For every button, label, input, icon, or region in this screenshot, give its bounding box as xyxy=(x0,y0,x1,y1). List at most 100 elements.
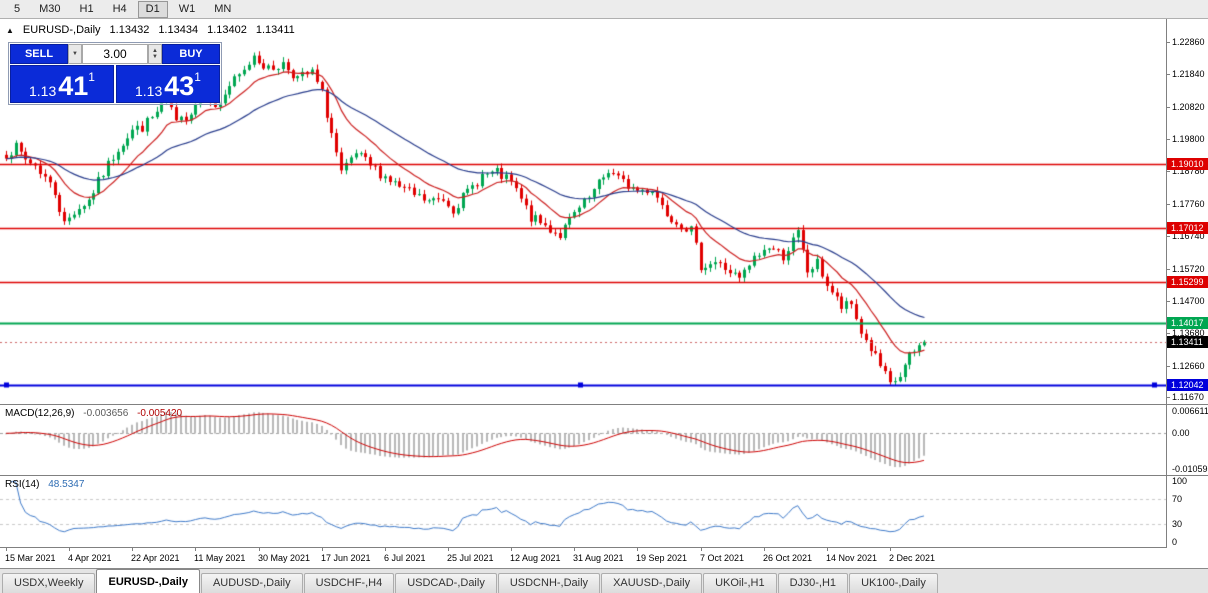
date-axis-tick xyxy=(827,548,828,551)
date-axis-label: 15 Mar 2021 xyxy=(5,553,56,563)
price-axis-tick xyxy=(1167,236,1170,237)
tab-xauusd-daily[interactable]: XAUUSD-,Daily xyxy=(601,573,703,593)
buy-price-button[interactable]: 1.13 43 1 xyxy=(116,65,220,103)
date-axis-tick xyxy=(637,548,638,551)
date-axis-tick xyxy=(195,548,196,551)
date-axis-tick xyxy=(511,548,512,551)
tab-audusd-daily[interactable]: AUDUSD-,Daily xyxy=(200,573,303,593)
timeframe-button-w1[interactable]: W1 xyxy=(178,2,196,15)
tab-usdcnh-daily[interactable]: USDCNH-,Daily xyxy=(497,573,601,593)
macd-label: MACD(12,26,9) xyxy=(5,408,75,419)
price-axis-tick xyxy=(1167,301,1170,302)
tab-usdchf-h4[interactable]: USDCHF-,H4 xyxy=(303,573,395,593)
date-axis-label: 14 Nov 2021 xyxy=(826,553,878,563)
price-axis-separator-1 xyxy=(1167,475,1208,476)
separator-rsi-dates xyxy=(0,547,1208,548)
macd-panel-canvas[interactable] xyxy=(0,405,1166,475)
price-axis-label: 1.18780 xyxy=(1172,166,1205,176)
tab-ukoil-h1[interactable]: UKOil-,H1 xyxy=(703,573,777,593)
rsi-axis-label: 0 xyxy=(1172,537,1178,547)
volume-input[interactable]: 3.00 xyxy=(82,44,148,64)
price-axis-tick xyxy=(1167,139,1170,140)
chart-tab-bar: USDX,Weekly EURUSD-,Daily AUDUSD-,Daily USD… xyxy=(0,568,1208,593)
one-click-trading-panel: SELL ▼ 3.00 ▲ ▼ BUY 1.13 41 1 1.13 43 1 xyxy=(8,42,222,105)
sell-price-sup: 1 xyxy=(88,70,95,84)
price-level-tag-1.19010: 1.19010 xyxy=(1167,158,1208,170)
price-axis[interactable]: 1.22860 1.21840 1.20820 1.19800 1.18780 1.177… xyxy=(1166,19,1208,548)
rsi-value: 48.5347 xyxy=(48,479,85,490)
date-axis-tick xyxy=(132,548,133,551)
date-axis-tick xyxy=(322,548,323,551)
ohlc-high: 1.13434 xyxy=(158,24,199,36)
date-axis-tick xyxy=(385,548,386,551)
chart-symbol-header: ▲ EURUSD-,Daily 1.13432 1.13434 1.13402 … xyxy=(6,24,295,36)
price-axis-tick xyxy=(1167,74,1170,75)
price-axis-label: 1.12660 xyxy=(1172,361,1205,371)
ohlc-open: 1.13432 xyxy=(109,24,150,36)
price-axis-label: 1.13680 xyxy=(1172,328,1205,338)
rsi-label: RSI(14) xyxy=(5,479,40,490)
date-axis-label: 2 Dec 2021 xyxy=(889,553,936,563)
price-axis-label: 1.19800 xyxy=(1172,134,1205,144)
symbol-arrow-icon: ▲ xyxy=(6,25,14,35)
volume-stepper[interactable]: ▲ ▼ xyxy=(148,44,162,64)
timeframe-button-d1[interactable]: D1 xyxy=(137,0,168,18)
volume-dropdown[interactable]: ▼ xyxy=(68,44,82,64)
date-axis-label: 4 Apr 2021 xyxy=(68,553,112,563)
price-axis-label: 1.21840 xyxy=(1172,69,1205,79)
sell-price-big: 41 xyxy=(58,71,89,101)
date-axis-label: 6 Jul 2021 xyxy=(384,553,426,563)
trade-price-row: 1.13 41 1 1.13 43 1 xyxy=(10,65,220,103)
macd-axis-label: 0.00 xyxy=(1172,428,1190,438)
separator-chart-macd[interactable] xyxy=(0,404,1208,405)
date-axis-label: 22 Apr 2021 xyxy=(131,553,180,563)
buy-price-sup: 1 xyxy=(194,70,201,84)
date-axis[interactable]: 15 Mar 2021 4 Apr 2021 22 Apr 2021 11 May 2… xyxy=(0,548,1166,568)
date-axis-label: 11 May 2021 xyxy=(194,553,246,563)
tab-dj30-h1[interactable]: DJ30-,H1 xyxy=(777,573,849,593)
tab-uk100-daily[interactable]: UK100-,Daily xyxy=(849,573,938,593)
date-axis-tick xyxy=(259,548,260,551)
buy-price-big: 43 xyxy=(164,71,195,101)
price-axis-tick xyxy=(1167,397,1170,398)
ohlc-low: 1.13402 xyxy=(207,24,247,36)
timeframe-button-m30[interactable]: M30 xyxy=(39,2,61,15)
date-axis-tick xyxy=(701,548,702,551)
price-axis-tick xyxy=(1167,204,1170,205)
tab-usdx-weekly[interactable]: USDX,Weekly xyxy=(2,573,96,593)
timeframe-button-h1[interactable]: H1 xyxy=(79,2,94,15)
macd-value-main: -0.003656 xyxy=(83,408,129,419)
rsi-axis-label: 100 xyxy=(1172,476,1188,486)
price-axis-label: 1.14700 xyxy=(1172,296,1205,306)
timeframe-button-h4[interactable]: H4 xyxy=(112,2,127,15)
date-axis-tick xyxy=(69,548,70,551)
date-axis-tick xyxy=(6,548,7,551)
price-level-tag-1.14017: 1.14017 xyxy=(1167,317,1208,329)
price-axis-tick xyxy=(1167,107,1170,108)
timeframe-bar: 5 M30 H1 H4 D1 W1 MN xyxy=(0,0,1208,19)
stepper-down-icon: ▼ xyxy=(152,54,158,60)
rsi-panel-canvas[interactable] xyxy=(0,476,1166,547)
timeframe-button-mn[interactable]: MN xyxy=(214,2,232,15)
date-axis-tick xyxy=(574,548,575,551)
macd-value-signal: -0.005420 xyxy=(137,408,183,419)
tab-eurusd-daily[interactable]: EURUSD-,Daily xyxy=(96,569,200,593)
macd-axis-label: -0.010595 xyxy=(1172,464,1208,474)
sell-price-button[interactable]: 1.13 41 1 xyxy=(10,65,114,103)
separator-macd-rsi[interactable] xyxy=(0,475,1208,476)
price-level-tag-1.15299: 1.15299 xyxy=(1167,276,1208,288)
tab-usdcad-daily[interactable]: USDCAD-,Daily xyxy=(395,573,497,593)
sell-button[interactable]: SELL xyxy=(10,44,68,64)
price-axis-label: 1.11670 xyxy=(1172,392,1204,402)
date-axis-tick xyxy=(764,548,765,551)
price-axis-label: 1.15720 xyxy=(1172,264,1205,274)
macd-axis-label: 0.006611 xyxy=(1172,406,1208,416)
rsi-axis-label: 70 xyxy=(1172,494,1183,504)
timeframe-button-5[interactable]: 5 xyxy=(14,2,21,15)
stepper-up-icon: ▲ xyxy=(152,48,158,54)
ohlc-close: 1.13411 xyxy=(255,24,295,36)
macd-header: MACD(12,26,9) -0.003656 -0.005420 xyxy=(5,408,182,419)
buy-button[interactable]: BUY xyxy=(162,44,220,64)
date-axis-tick xyxy=(890,548,891,551)
